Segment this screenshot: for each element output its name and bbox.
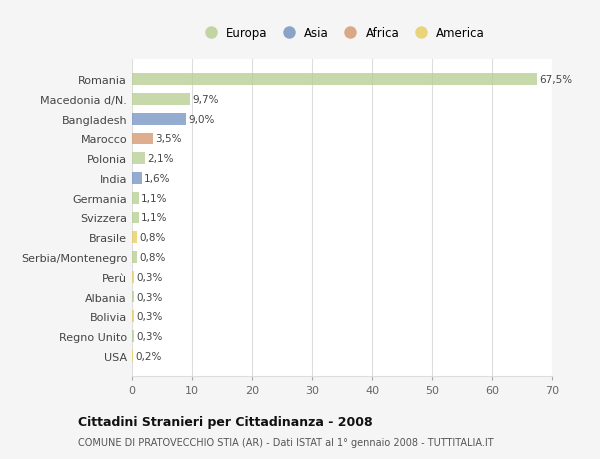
Bar [132, 153, 145, 165]
Bar [132, 252, 137, 263]
Bar [132, 271, 134, 283]
Text: 0,3%: 0,3% [136, 312, 163, 322]
Bar [132, 311, 134, 323]
Text: 1,1%: 1,1% [141, 193, 167, 203]
Legend: Europa, Asia, Africa, America: Europa, Asia, Africa, America [197, 24, 487, 42]
Bar [132, 173, 142, 185]
Bar [132, 74, 537, 86]
Text: 1,1%: 1,1% [141, 213, 167, 223]
Text: 2,1%: 2,1% [147, 154, 173, 164]
Text: 1,6%: 1,6% [144, 174, 170, 184]
Text: 67,5%: 67,5% [539, 75, 572, 85]
Bar [132, 291, 134, 303]
Bar [132, 212, 139, 224]
Bar [132, 330, 134, 342]
Bar [132, 350, 133, 362]
Text: 0,3%: 0,3% [136, 292, 163, 302]
Bar [132, 232, 137, 244]
Text: 0,3%: 0,3% [136, 272, 163, 282]
Text: 9,7%: 9,7% [193, 95, 219, 105]
Bar [132, 113, 186, 125]
Text: 3,5%: 3,5% [155, 134, 182, 144]
Text: 0,2%: 0,2% [136, 351, 162, 361]
Text: 0,8%: 0,8% [139, 233, 166, 243]
Bar [132, 133, 153, 145]
Bar [132, 192, 139, 204]
Text: 9,0%: 9,0% [188, 114, 215, 124]
Text: COMUNE DI PRATOVECCHIO STIA (AR) - Dati ISTAT al 1° gennaio 2008 - TUTTITALIA.IT: COMUNE DI PRATOVECCHIO STIA (AR) - Dati … [78, 437, 494, 447]
Text: 0,3%: 0,3% [136, 331, 163, 341]
Text: 0,8%: 0,8% [139, 252, 166, 263]
Bar [132, 94, 190, 106]
Text: Cittadini Stranieri per Cittadinanza - 2008: Cittadini Stranieri per Cittadinanza - 2… [78, 415, 373, 428]
